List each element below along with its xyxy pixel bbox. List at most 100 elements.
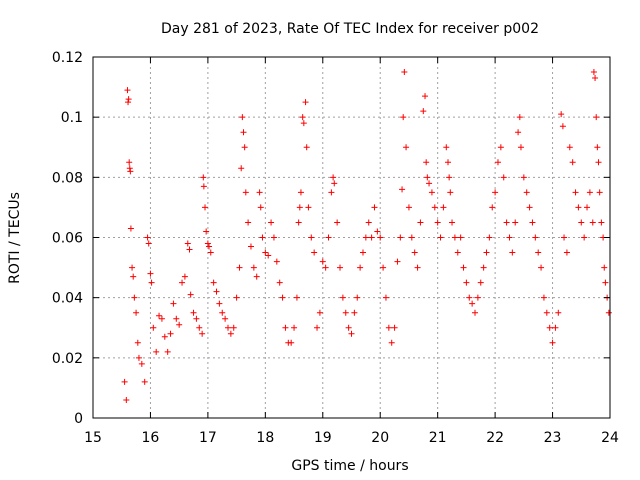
data-point [382, 294, 389, 301]
data-point [457, 234, 464, 241]
data-point [492, 189, 499, 196]
data-point [408, 234, 415, 241]
data-point [449, 219, 456, 226]
data-point [445, 159, 452, 166]
data-point [516, 114, 523, 121]
data-point [227, 330, 234, 337]
data-point [238, 165, 245, 172]
data-point [206, 243, 213, 250]
data-point [291, 324, 298, 331]
data-point [401, 69, 408, 76]
data-point [130, 273, 137, 280]
x-tick-label: 16 [142, 430, 160, 446]
x-tick-label: 17 [199, 430, 217, 446]
data-point [405, 204, 412, 211]
data-point [348, 330, 355, 337]
data-point [397, 234, 404, 241]
axis-ticks-layer: 15 16 17 18 19 20 21 22 23 24 0 0.02 0.04 0.06 0.08 0.1… [52, 50, 619, 446]
data-point [282, 324, 289, 331]
data-point [127, 225, 134, 232]
data-point [158, 315, 165, 322]
y-axis-label: ROTI / TECUs [7, 192, 23, 284]
data-point [123, 396, 130, 403]
data-points-layer [121, 69, 612, 403]
data-point [486, 234, 493, 241]
data-point [535, 249, 542, 256]
data-point [164, 348, 171, 355]
data-point [200, 183, 207, 190]
data-point [202, 204, 209, 211]
data-point [161, 333, 168, 340]
data-point [414, 264, 421, 271]
data-point [558, 111, 565, 118]
data-point [596, 189, 603, 196]
data-point [549, 339, 556, 346]
data-point [134, 339, 141, 346]
data-point [417, 219, 424, 226]
data-point [141, 378, 148, 385]
data-point [121, 378, 128, 385]
data-point [359, 249, 366, 256]
data-point [262, 249, 269, 256]
data-point [512, 219, 519, 226]
y-tick-label: 0.02 [52, 351, 83, 367]
data-point [328, 189, 335, 196]
data-point [303, 144, 310, 151]
data-point [420, 108, 427, 115]
data-point [500, 174, 507, 181]
data-point [586, 189, 593, 196]
data-point [377, 234, 384, 241]
data-point [308, 234, 315, 241]
data-point [423, 159, 430, 166]
data-point [424, 174, 431, 181]
data-point [273, 258, 280, 265]
data-point [578, 219, 585, 226]
data-point [297, 189, 304, 196]
data-point [443, 144, 450, 151]
data-point [515, 129, 522, 136]
data-point [147, 270, 154, 277]
data-point [293, 294, 300, 301]
data-point [239, 114, 246, 121]
y-tick-label: 0.08 [52, 170, 83, 186]
data-point [145, 240, 152, 247]
data-point [126, 165, 133, 172]
data-point [426, 180, 433, 187]
data-point [184, 240, 191, 247]
data-point [543, 309, 550, 316]
data-point [345, 324, 352, 331]
data-point [224, 324, 231, 331]
data-point [374, 228, 381, 235]
data-point [322, 264, 329, 271]
data-point [300, 120, 307, 127]
data-point [236, 264, 243, 271]
data-point [339, 294, 346, 301]
data-point [203, 228, 210, 235]
data-point [440, 204, 447, 211]
data-point [222, 315, 229, 322]
data-point [334, 219, 341, 226]
data-point [213, 288, 220, 295]
data-point [144, 234, 151, 241]
data-point [595, 159, 602, 166]
data-point [483, 249, 490, 256]
data-point [314, 324, 321, 331]
data-point [342, 309, 349, 316]
data-point [472, 309, 479, 316]
chart-title: Day 281 of 2023, Rate Of TEC Index for r… [161, 21, 539, 37]
data-point [325, 234, 332, 241]
data-point [331, 180, 338, 187]
data-point [193, 315, 200, 322]
data-point [124, 87, 131, 94]
data-point [245, 219, 252, 226]
data-point [466, 294, 473, 301]
data-point [250, 264, 257, 271]
data-point [605, 309, 612, 316]
data-point [403, 144, 410, 151]
data-point [552, 324, 559, 331]
data-point [153, 348, 160, 355]
data-point [181, 273, 188, 280]
data-point [302, 99, 309, 106]
data-point [422, 93, 429, 100]
